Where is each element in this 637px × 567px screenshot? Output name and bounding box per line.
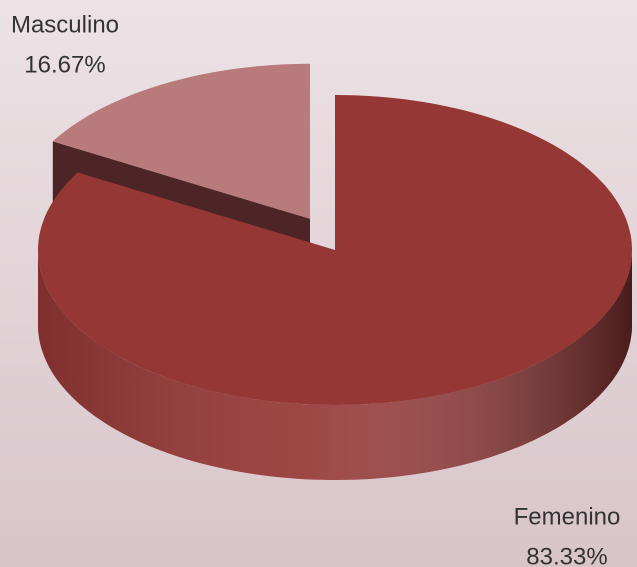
slice-value-label: 16.67% [24,51,105,78]
slice [52,63,311,219]
slice-label: Femenino [514,503,621,530]
slice-value-label: 83.33% [526,543,607,567]
slice-label: Masculino [11,11,119,38]
slice [38,95,632,405]
slice-side-shade [38,250,632,480]
